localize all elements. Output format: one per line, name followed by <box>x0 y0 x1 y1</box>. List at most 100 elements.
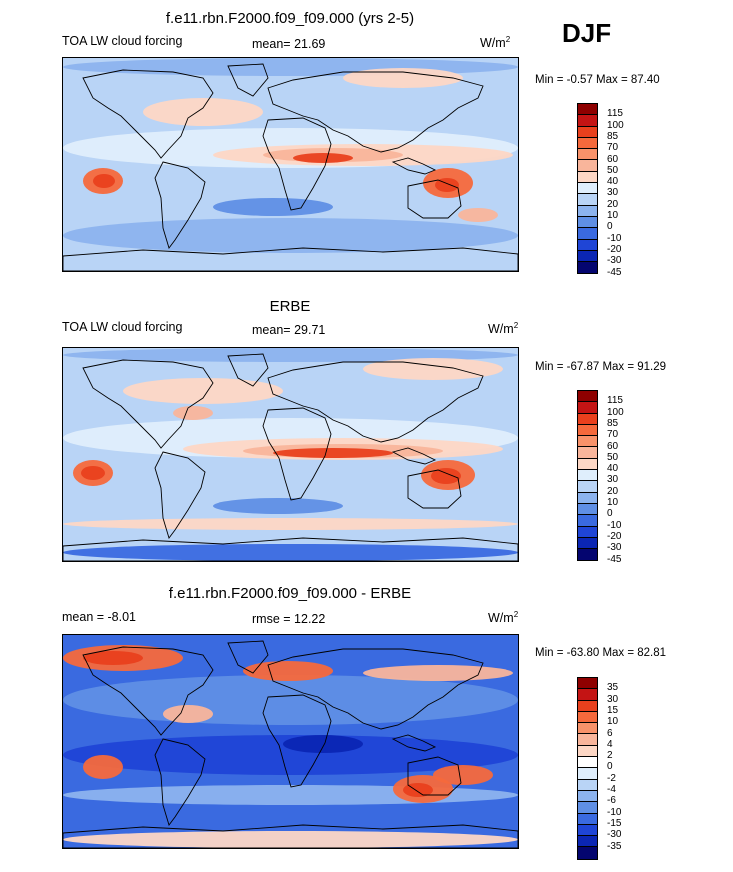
colorbar-tick-label: 85 <box>607 417 619 429</box>
colorbar-swatch <box>578 149 597 161</box>
units-exponent: 2 <box>513 321 519 330</box>
colorbar <box>577 390 598 562</box>
colorbar-tick-label: 30 <box>607 187 619 199</box>
colorbar-swatch <box>578 194 597 206</box>
units-text: W/m <box>488 322 514 337</box>
colorbar-tick-label: 60 <box>607 440 619 452</box>
colorbar-swatch <box>578 745 597 758</box>
stat-value: 29.71 <box>294 323 326 337</box>
colorbar-tick-label: -10 <box>607 232 622 244</box>
colorbar-tick-label: 10 <box>607 497 619 508</box>
colorbar-swatch <box>578 847 597 859</box>
colorbar-swatch <box>578 734 597 746</box>
colorbar-swatch <box>578 413 597 425</box>
colorbar-swatch <box>578 813 597 825</box>
colorbar-tick-label: 115 <box>607 395 623 407</box>
colorbar-swatch <box>578 436 597 448</box>
colorbar-swatch <box>578 700 597 712</box>
colorbar-tick-label: 0 <box>607 508 613 520</box>
colorbar-swatch <box>578 205 597 217</box>
colorbar-swatch <box>578 183 597 195</box>
colorbar-tick-label: 0 <box>607 221 613 233</box>
map-panel-model <box>62 57 519 272</box>
colorbar-tick-label: 10 <box>607 716 619 728</box>
colorbar-swatch <box>578 402 597 414</box>
colorbar-tick-label: -2 <box>607 772 616 784</box>
colorbar-tick-label: 70 <box>607 429 619 441</box>
colorbar-tick-label: 40 <box>607 463 619 475</box>
colorbar-swatch <box>578 768 597 780</box>
panel-left-label: TOA LW cloud forcing <box>62 34 183 48</box>
colorbar-tick-label: 10 <box>607 210 619 221</box>
colorbar-swatch <box>578 711 597 724</box>
panel-title: f.e11.rbn.F2000.f09_f09.000 (yrs 2-5) <box>165 10 415 27</box>
colorbar-tick-label: -4 <box>607 784 616 795</box>
colorbar <box>577 103 598 275</box>
colorbar-tick-label: -15 <box>607 817 622 829</box>
panel-title: f.e11.rbn.F2000.f09_f09.000 - ERBE <box>168 585 412 602</box>
colorbar-swatch <box>578 836 597 848</box>
colorbar-swatch <box>578 458 597 471</box>
colorbar-swatch <box>578 216 597 229</box>
colorbar-swatch <box>578 824 597 837</box>
colorbar-tick-label: 100 <box>607 119 624 131</box>
colorbar-swatch <box>578 503 597 516</box>
colorbar-tick-label: 35 <box>607 682 619 694</box>
map-panel-erbe <box>62 347 519 562</box>
colorbar-tick-label: 115 <box>607 108 623 120</box>
colorbar-tick-label: 2 <box>607 750 613 762</box>
colorbar-swatch <box>578 515 597 527</box>
colorbar-tick-label: -45 <box>607 266 622 278</box>
colorbar-tick-label: -45 <box>607 553 622 565</box>
units-label: W/m2 <box>488 610 518 625</box>
colorbar-swatch <box>578 689 597 701</box>
colorbar-tick-label: 4 <box>607 738 613 750</box>
colorbar-swatch <box>578 802 597 814</box>
units-exponent: 2 <box>505 35 511 44</box>
units-label: W/m2 <box>488 321 518 336</box>
panel-left-label: mean = -8.01 <box>62 610 137 624</box>
minmax-label: Min = -67.87 Max = 91.29 <box>535 361 667 373</box>
map-panel-difference <box>62 634 519 849</box>
panel-left-label: TOA LW cloud forcing <box>62 320 183 334</box>
colorbar-tick-label: -20 <box>607 243 622 255</box>
colorbar-tick-label: 6 <box>607 727 613 739</box>
colorbar-swatch <box>578 537 597 550</box>
stat-label: rmse = <box>252 612 291 626</box>
colorbar-tick-label: -30 <box>607 829 622 841</box>
panel-stat: mean= 21.69 <box>252 37 325 51</box>
colorbar-swatch <box>578 104 597 116</box>
colorbar-swatch <box>578 262 597 274</box>
colorbar-tick-label: 50 <box>607 164 619 176</box>
colorbar-tick-label: 70 <box>607 142 619 154</box>
colorbar-tick-label: 85 <box>607 130 619 142</box>
colorbar-swatch <box>578 228 597 240</box>
colorbar-tick-label: -30 <box>607 255 622 267</box>
colorbar-swatch <box>578 723 597 735</box>
minmax-label: Min = -0.57 Max = 87.40 <box>535 74 660 86</box>
colorbar-tick-label: -20 <box>607 530 622 542</box>
colorbar-swatch <box>578 126 597 138</box>
colorbar-tick-label: 60 <box>607 153 619 165</box>
units-text: W/m <box>480 36 506 51</box>
colorbar-tick-label: -10 <box>607 519 622 531</box>
colorbar-swatch <box>578 757 597 769</box>
colorbar-swatch <box>578 115 597 127</box>
colorbar-swatch <box>578 250 597 263</box>
colorbar-swatch <box>578 549 597 561</box>
colorbar-swatch <box>578 790 597 803</box>
units-label: W/m2 <box>480 35 510 50</box>
colorbar-swatch <box>578 447 597 459</box>
colorbar-tick-label: 20 <box>607 485 619 497</box>
colorbar-swatch <box>578 137 597 150</box>
colorbar-swatch <box>578 391 597 403</box>
colorbar-tick-label: -10 <box>607 806 622 818</box>
colorbar-swatch <box>578 492 597 504</box>
minmax-label: Min = -63.80 Max = 82.81 <box>535 647 667 659</box>
stat-value: 12.22 <box>294 612 326 626</box>
colorbar-swatch <box>578 481 597 493</box>
colorbar-tick-label: -30 <box>607 542 622 554</box>
colorbar-tick-label: 30 <box>607 693 619 705</box>
colorbar-swatch <box>578 470 597 482</box>
stat-label: mean= <box>252 323 291 337</box>
